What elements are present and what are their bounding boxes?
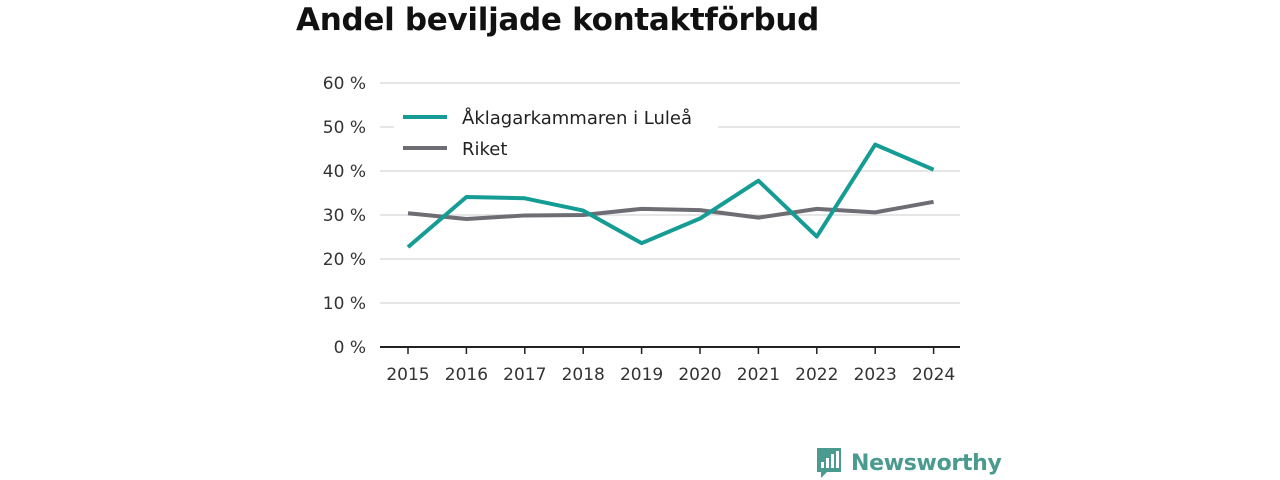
x-axis: 2015 2016 2017 2018 2019 2020 2021 2022 2023 2024: [380, 346, 960, 385]
legend-background: [394, 98, 718, 168]
y-tick-label: 30 %: [323, 206, 366, 226]
x-tick-label: 2016: [445, 365, 488, 385]
series-line-1: [407, 199, 934, 221]
x-tick-label: 2019: [620, 365, 663, 385]
y-tick-label: 10 %: [323, 294, 366, 314]
brand-logo: Newsworthy: [815, 446, 1002, 480]
legend: Åklagarkammaren i Luleå Riket: [394, 98, 718, 168]
x-tick-label: 2024: [912, 365, 955, 385]
y-tick-label: 0 %: [334, 338, 366, 358]
legend-label: Åklagarkammaren i Luleå: [462, 107, 692, 129]
bar-chart-speech-bubble-icon: [817, 448, 841, 478]
chart-title: Andel beviljade kontaktförbud: [296, 2, 820, 38]
legend-label: Riket: [462, 139, 507, 160]
x-tick-label: 2018: [562, 365, 605, 385]
y-tick-label: 60 %: [323, 74, 366, 94]
x-tick-label: 2022: [795, 365, 838, 385]
y-tick-label: 20 %: [323, 250, 366, 270]
series-lines: [406, 142, 935, 249]
x-tick-label: 2021: [737, 365, 780, 385]
gridlines: [380, 82, 960, 304]
x-tick-label: 2015: [386, 365, 429, 385]
x-tick-label: 2020: [678, 365, 721, 385]
y-tick-label: 50 %: [323, 118, 366, 138]
x-tick-label: 2023: [854, 365, 897, 385]
brand-name: Newsworthy: [851, 450, 1002, 476]
series-line-0: [406, 142, 935, 249]
y-tick-label: 40 %: [323, 162, 366, 182]
x-tick-label: 2017: [503, 365, 546, 385]
y-axis-ticks: 0 % 10 % 20 % 30 % 40 % 50 % 60 %: [323, 74, 366, 358]
